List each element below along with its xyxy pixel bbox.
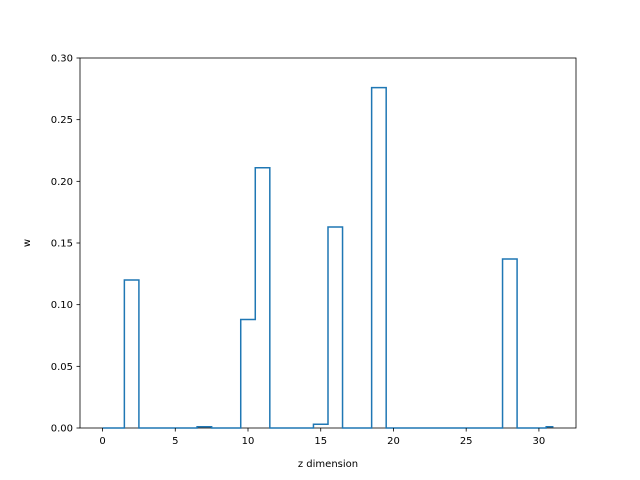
y-tick-label: 0.00 (51, 424, 73, 435)
y-axis: 0.00 0.05 0.10 0.15 0.20 0.25 0.30 (51, 54, 80, 435)
x-axis-label: z dimension (298, 459, 358, 470)
x-tick-label: 30 (533, 436, 546, 447)
y-tick-label: 0.20 (51, 177, 73, 188)
y-tick-label: 0.15 (51, 239, 73, 250)
plot-area (79, 57, 577, 429)
x-tick-label: 5 (172, 436, 178, 447)
x-tick-label: 10 (242, 436, 255, 447)
x-axis: 0 5 10 15 20 25 30 (99, 428, 545, 447)
y-tick-label: 0.30 (51, 54, 73, 65)
x-tick-label: 20 (387, 436, 400, 447)
x-tick-label: 25 (460, 436, 473, 447)
y-tick-label: 0.10 (51, 300, 73, 311)
step-line (102, 86, 554, 429)
x-tick-label: 0 (99, 436, 105, 447)
y-tick-label: 0.25 (51, 115, 73, 126)
step-series (102, 86, 554, 429)
y-axis-label: w (22, 239, 33, 247)
x-tick-label: 15 (314, 436, 327, 447)
y-tick-label: 0.05 (51, 362, 73, 373)
